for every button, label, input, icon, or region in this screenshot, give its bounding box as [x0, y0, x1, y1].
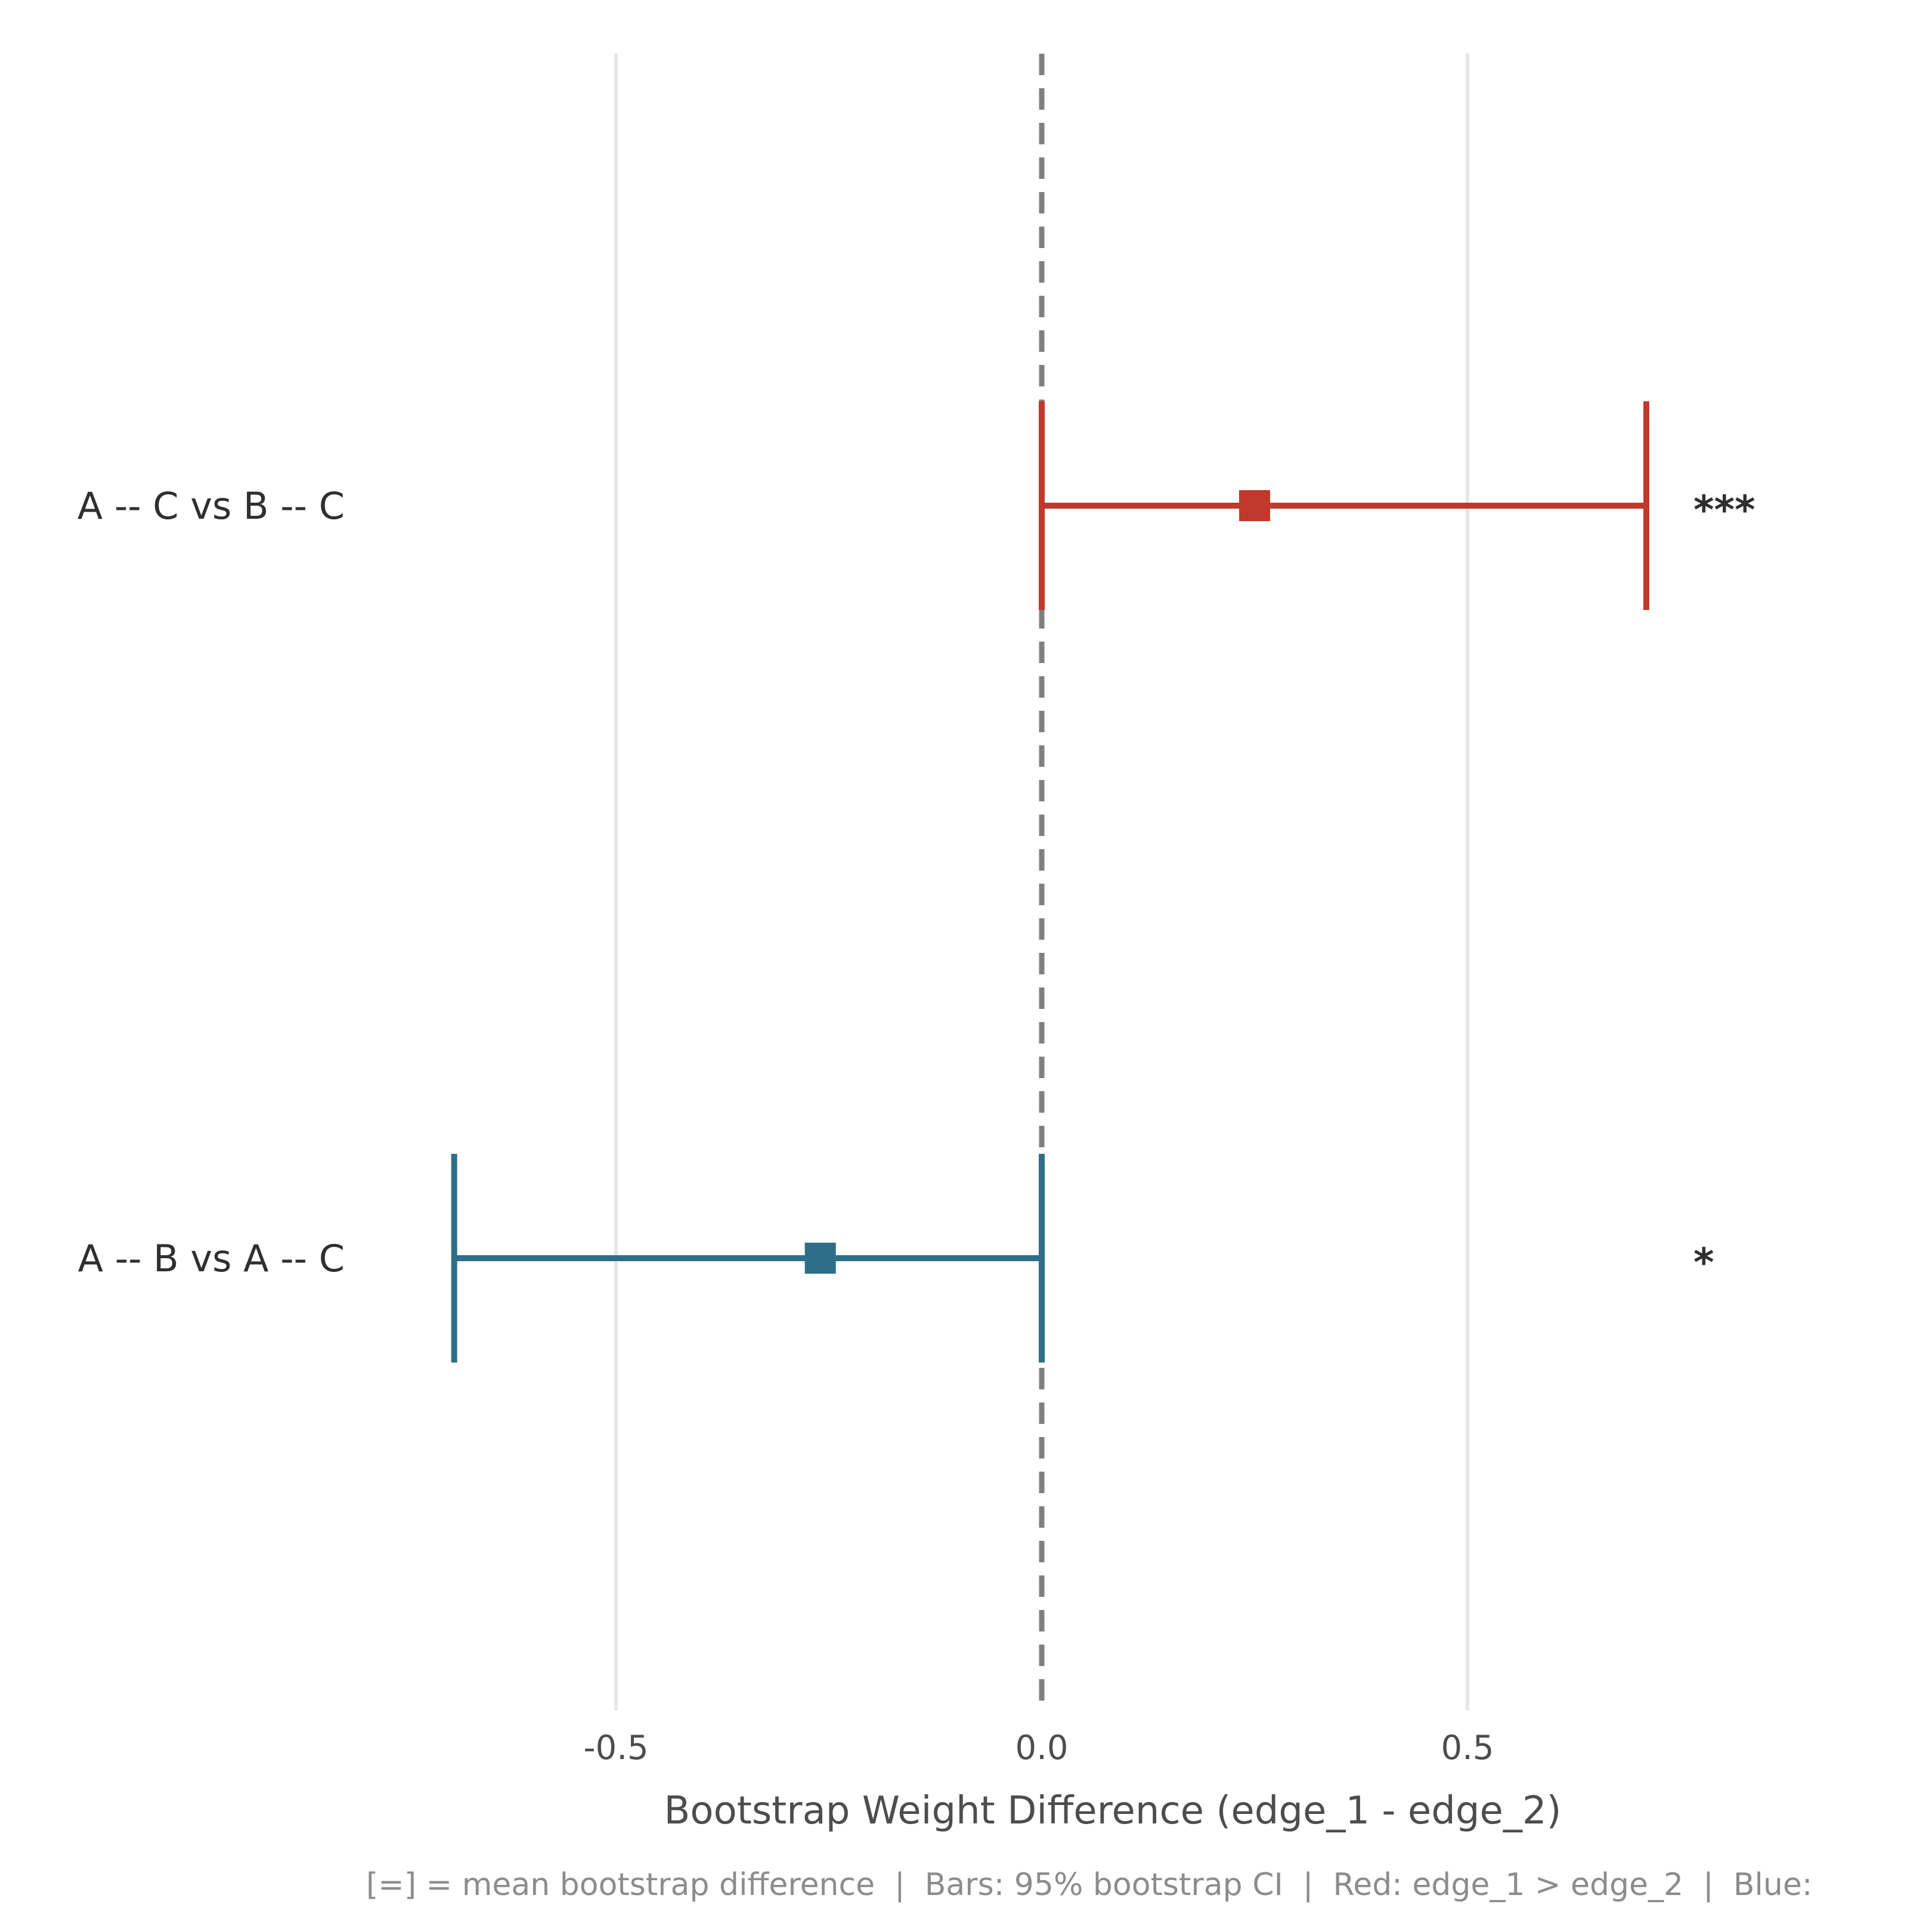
grid-lines — [614, 54, 1469, 1710]
caption: [=] = mean bootstrap difference | Bars: … — [366, 1867, 1812, 1903]
significance-label: *** — [1693, 487, 1755, 533]
forest-row: A -- B vs A -- C * — [78, 1154, 1714, 1363]
row-label: A -- B vs A -- C — [78, 1237, 345, 1280]
mean-marker — [804, 1243, 836, 1274]
forest-row: A -- C vs B -- C *** — [78, 401, 1755, 610]
x-tick-label: 0.0 — [1015, 1729, 1068, 1767]
rows-layer: A -- C vs B -- C *** A -- B vs A -- C * — [78, 401, 1755, 1363]
x-axis-label: Bootstrap Weight Difference (edge_1 - ed… — [664, 1789, 1562, 1833]
row-label: A -- C vs B -- C — [78, 484, 345, 528]
x-tick-labels: -0.5 0.0 0.5 — [583, 1729, 1494, 1767]
x-tick-label: 0.5 — [1441, 1729, 1494, 1767]
mean-marker — [1239, 490, 1270, 521]
x-tick-label: -0.5 — [583, 1729, 648, 1767]
significance-label: * — [1693, 1240, 1714, 1286]
